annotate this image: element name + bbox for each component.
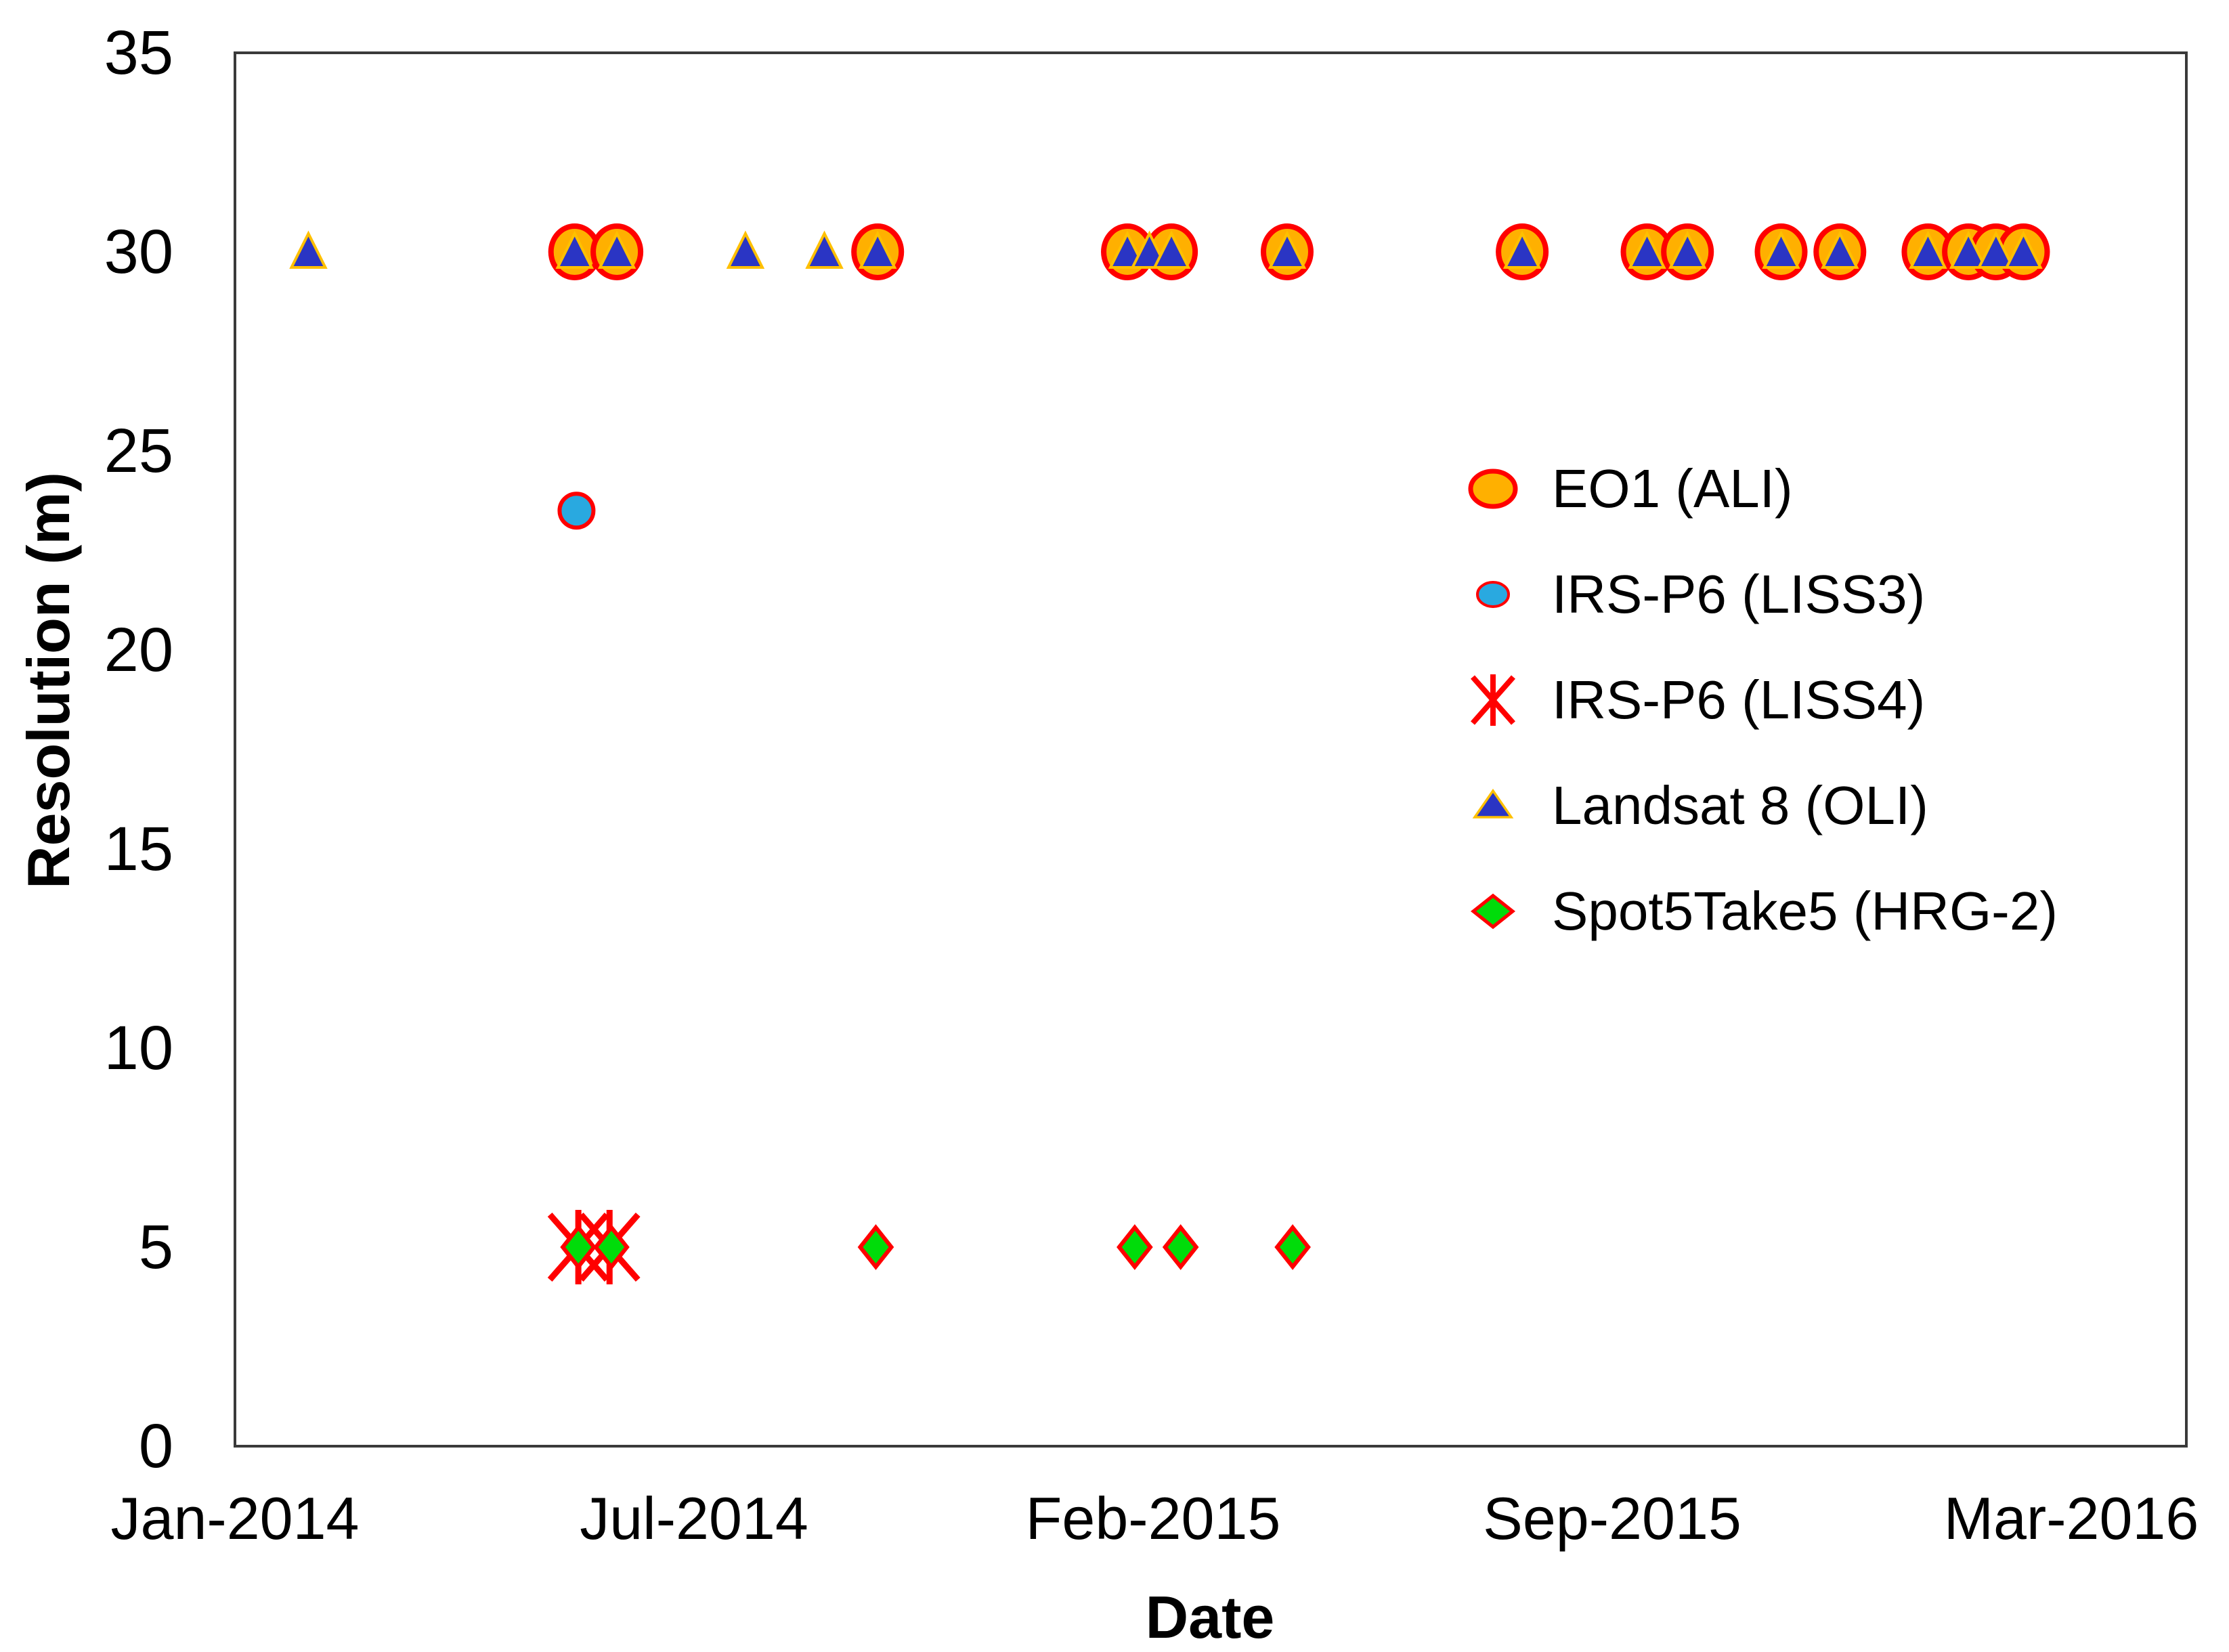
plot-border bbox=[234, 51, 2188, 1448]
landsat-8-oli-marker bbox=[1502, 230, 1542, 269]
spot5take5-hrg-2-marker bbox=[560, 1224, 597, 1270]
landsat-8-oli-marker bbox=[1668, 230, 1707, 269]
landsat-8-oli-marker bbox=[597, 230, 636, 269]
landsat-8-oli-marker bbox=[726, 230, 765, 269]
landsat-8-oli-marker bbox=[805, 230, 844, 269]
legend-label: IRS-P6 (LISS4) bbox=[1552, 670, 1926, 730]
irs-p6-liss3-marker bbox=[557, 492, 596, 530]
legend-label: IRS-P6 (LISS3) bbox=[1552, 564, 1926, 624]
legend-label: Landsat 8 (OLI) bbox=[1552, 775, 1928, 835]
y-tick-label: 0 bbox=[138, 1412, 173, 1481]
y-tick-label: 30 bbox=[104, 217, 173, 286]
spot5take5-hrg-2-marker bbox=[1274, 1224, 1311, 1270]
y-tick-label: 10 bbox=[104, 1014, 173, 1083]
spot5take5-hrg-2-marker bbox=[857, 1224, 894, 1270]
x-tick-label: Mar-2016 bbox=[1943, 1485, 2199, 1552]
spot5take5-hrg-2-marker bbox=[593, 1224, 630, 1270]
landsat-8-oli-marker bbox=[1628, 230, 1666, 269]
landsat-8-oli-marker bbox=[555, 230, 594, 269]
landsat-8-oli-marker bbox=[1268, 230, 1307, 269]
spot5take5-hrg-2-marker bbox=[1117, 1224, 1153, 1270]
landsat-8-oli-marker bbox=[1976, 230, 2016, 269]
landsat-8-oli-marker bbox=[289, 230, 328, 269]
legend-label: Spot5Take5 (HRG-2) bbox=[1552, 881, 2058, 941]
landsat-8-oli-marker bbox=[1949, 230, 1988, 269]
x-axis-title: Date bbox=[1145, 1584, 1275, 1651]
landsat-8-oli-marker bbox=[1821, 230, 1859, 269]
landsat-8-oli-marker bbox=[858, 230, 897, 269]
landsat-8-oli-marker bbox=[1762, 230, 1800, 269]
landsat-8-oli-marker bbox=[1909, 230, 1947, 269]
x-tick-label: Jul-2014 bbox=[580, 1485, 808, 1552]
spot5take5-hrg-2-marker bbox=[1162, 1224, 1199, 1270]
x-tick-label: Jan-2014 bbox=[110, 1485, 360, 1552]
y-tick-label: 35 bbox=[104, 18, 173, 87]
y-tick-label: 5 bbox=[138, 1213, 173, 1282]
x-tick-label: Feb-2015 bbox=[1025, 1485, 1281, 1552]
landsat-8-oli-marker bbox=[1152, 230, 1191, 269]
y-tick-label: 15 bbox=[104, 814, 173, 884]
x-tick-label: Sep-2015 bbox=[1483, 1485, 1741, 1552]
y-tick-label: 20 bbox=[104, 615, 173, 684]
legend-label: EO1 (ALI) bbox=[1552, 458, 1793, 519]
landsat-8-oli-marker bbox=[2004, 230, 2043, 269]
y-tick-label: 25 bbox=[104, 416, 173, 485]
